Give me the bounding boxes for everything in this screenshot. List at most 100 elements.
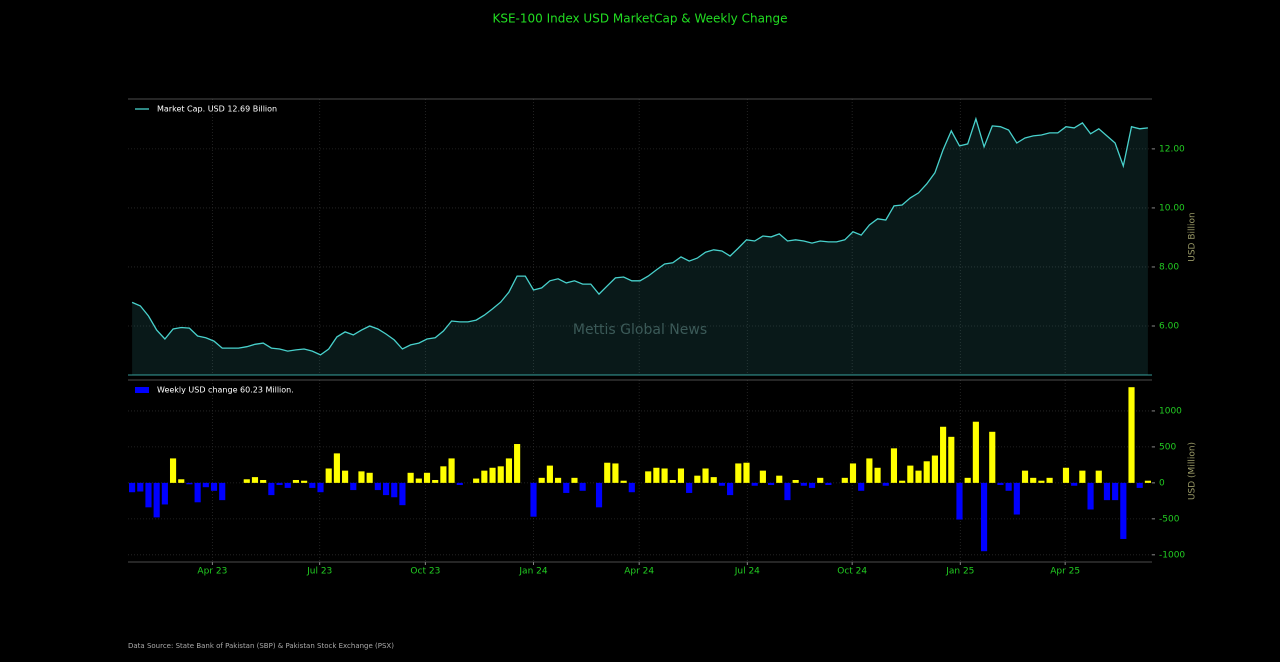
x-tick-label: Oct 23 [410,567,440,577]
x-tick-label: Apr 25 [1050,567,1080,577]
bar [710,477,717,483]
bar [784,482,791,501]
bar [882,482,889,486]
y-tick-label: -1000 [1159,550,1185,560]
bar [628,482,635,493]
bar [530,482,537,517]
bar [989,431,996,483]
legend-label: Market Cap. USD 12.69 Billion [157,105,277,114]
bar [153,482,160,518]
area [132,118,1148,376]
bar [923,461,930,483]
bar [489,467,496,483]
bar [243,479,250,483]
bar [432,479,439,483]
bar [743,462,750,483]
bar [301,480,308,483]
bar [1046,477,1053,483]
bar [456,482,463,486]
bar [964,477,971,483]
bar [145,482,152,508]
bar [563,482,570,493]
bar [931,455,938,483]
bar [194,482,201,503]
bar [940,426,947,483]
bar [1095,470,1102,483]
bar [1136,482,1143,488]
bar [292,479,300,483]
bar [645,471,652,483]
y-tick-label: 12.00 [1159,144,1185,154]
bar [620,480,627,483]
bar [915,470,922,483]
bar [1112,482,1119,501]
bar [1128,387,1135,483]
bar [841,477,848,483]
bar [817,477,824,483]
bar [497,466,504,483]
bar [653,467,660,483]
watermark: Mettis Global News [573,322,707,338]
bar [178,479,185,483]
bar [423,472,431,483]
bar [980,482,988,552]
bar [1079,470,1086,483]
bar [727,482,734,496]
bar [538,477,545,483]
bar [202,482,209,488]
bar [546,465,553,483]
bar [1144,480,1151,483]
legend-label: Weekly USD change 60.23 Million. [157,386,294,395]
bar [129,482,136,493]
line [131,116,1148,356]
bar [251,477,259,483]
bar [1005,482,1012,491]
bar [849,463,857,483]
bar [604,462,611,483]
bar [366,472,373,483]
bar [579,482,586,491]
x-tick-label: Oct 24 [837,567,867,577]
bar [407,472,414,483]
source-note: Data Source: State Bank of Pakistan (SBP… [128,642,394,650]
bar [571,477,578,483]
bar [858,482,865,491]
bar [161,482,168,505]
x-tick-label: Jul 23 [306,567,332,577]
bar [997,482,1004,486]
bar [948,436,955,483]
x-tick-label: Apr 23 [197,567,227,577]
bar [956,482,963,520]
bar [866,458,873,483]
bar [505,458,512,483]
y-tick-label: 500 [1159,442,1176,452]
bar [415,478,422,483]
bar [768,482,775,486]
chart-title: KSE-100 Index USD MarketCap & Weekly Cha… [492,12,787,26]
bar [268,482,275,496]
y-tick-label: -500 [1159,514,1180,524]
bar [694,475,701,483]
bar [808,482,816,488]
bar [448,458,455,483]
bar [1120,482,1127,539]
y-tick-label: 6.00 [1159,321,1179,331]
bar [1062,467,1070,483]
bar [825,482,832,486]
x-tick-label: Jul 24 [734,567,760,577]
bar [391,482,398,498]
bar [325,468,332,483]
bar [899,480,906,483]
y-axis-label: USD Billion [1188,212,1198,261]
y-tick-label: 1000 [1159,406,1182,416]
bar [800,482,807,486]
bar [677,468,685,483]
bar [358,471,365,483]
x-tick-label: Apr 24 [624,567,654,577]
bar [137,482,144,492]
bar [890,448,898,483]
bar [1087,482,1094,510]
bar [1030,477,1037,483]
